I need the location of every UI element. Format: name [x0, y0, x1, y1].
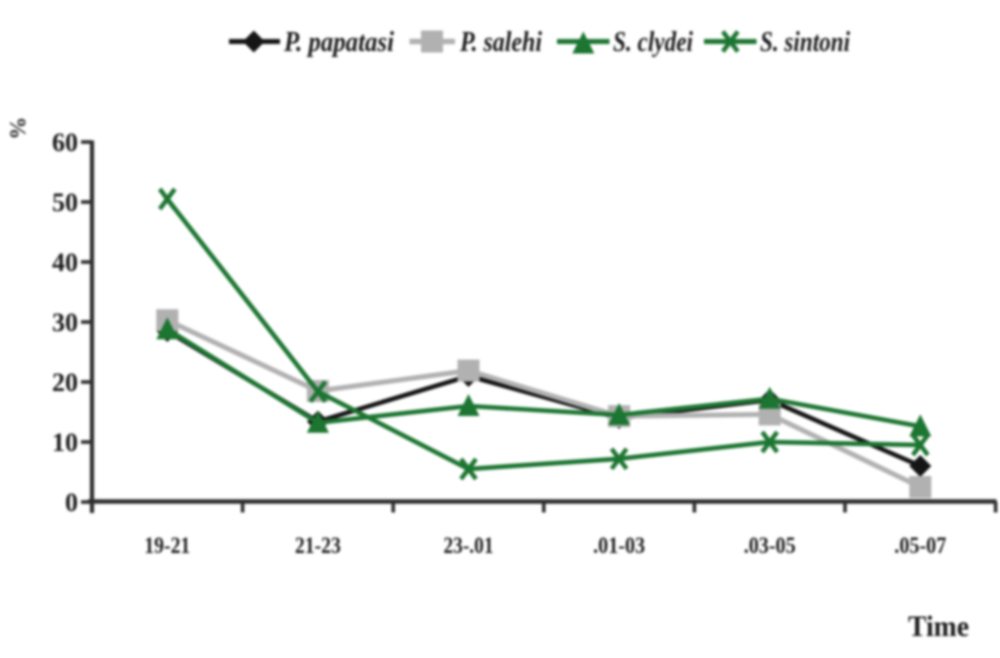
svg-text:60: 60 [52, 128, 78, 157]
svg-text:21-23: 21-23 [295, 533, 341, 558]
svg-text:S. clydei: S. clydei [613, 26, 693, 58]
svg-text:.03-05: .03-05 [744, 533, 796, 558]
svg-text:19-21: 19-21 [144, 533, 190, 558]
svg-text:0: 0 [65, 488, 78, 517]
svg-text:23-.01: 23-.01 [444, 533, 494, 558]
svg-text:%: % [5, 117, 30, 140]
svg-text:30: 30 [52, 308, 78, 337]
svg-text:50: 50 [52, 188, 78, 217]
svg-text:.01-03: .01-03 [593, 533, 645, 558]
svg-text:P. salehi: P. salehi [459, 26, 542, 58]
svg-text:40: 40 [52, 248, 78, 277]
svg-text:Time: Time [908, 610, 969, 643]
svg-text:S. sintoni: S. sintoni [760, 26, 850, 58]
svg-text:P. papatasi: P. papatasi [283, 26, 394, 58]
svg-text:.05-07: .05-07 [894, 533, 946, 558]
svg-text:20: 20 [52, 368, 78, 397]
svg-text:10: 10 [52, 428, 78, 457]
